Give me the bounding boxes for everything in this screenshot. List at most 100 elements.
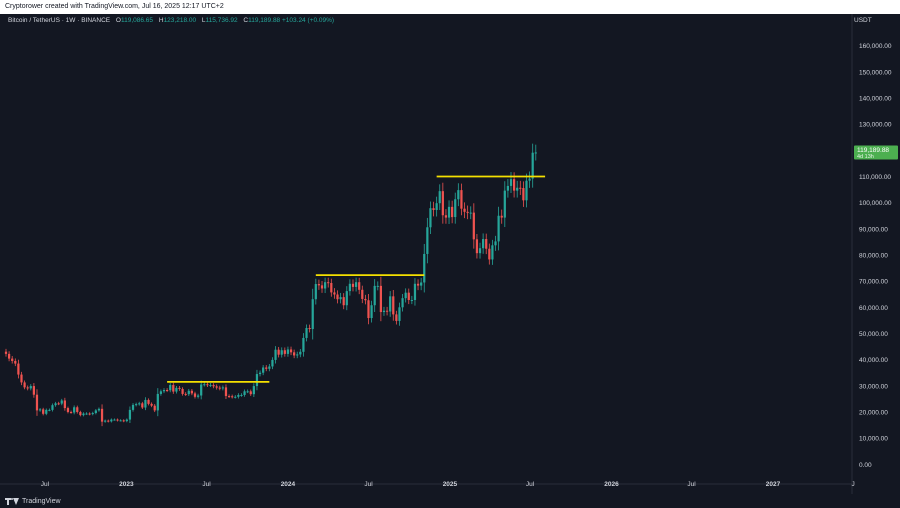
candle-body (478, 248, 482, 254)
grid-layer (0, 14, 853, 508)
candle-body (54, 403, 57, 406)
candle-body (528, 178, 531, 181)
candle-body (162, 390, 166, 392)
time-tick-label: 2025 (443, 481, 458, 488)
candle-body (392, 296, 395, 315)
candle-body (426, 227, 429, 254)
candle-body (302, 337, 305, 352)
candle-body (14, 360, 17, 364)
time-tick-label: Jul (687, 481, 696, 488)
candle-body (224, 387, 228, 397)
quote-currency-label[interactable]: USDT (854, 14, 900, 28)
candle-body (29, 386, 32, 389)
candle-body (447, 206, 451, 218)
candle-body (196, 395, 200, 397)
candle-body (125, 419, 128, 422)
candle-body (503, 190, 506, 218)
candle-body (525, 180, 528, 201)
candle-body (423, 253, 426, 283)
candle-body (271, 359, 274, 367)
candle-body (286, 349, 290, 354)
open-label: O (115, 17, 121, 24)
candle-body (410, 300, 413, 301)
candle-body (221, 387, 224, 389)
candle-body (398, 307, 401, 321)
close-value: 119,189.88 (248, 17, 281, 24)
price-axis[interactable]: 0.00 10,000.00 20,000.00 30,000.00 40,000.00… (854, 43, 898, 469)
candle-body (175, 387, 178, 392)
candle-body (485, 239, 488, 249)
time-axis[interactable]: Jul 2023 Jul 2024 Jul 2025 Jul 2026 Jul 2027 J (41, 481, 855, 488)
candle-body (169, 385, 172, 391)
candle-body (373, 285, 376, 306)
candle-body (413, 283, 417, 300)
candle-body (20, 374, 23, 383)
candle-body (200, 384, 203, 396)
price-tick-label: 0.00 (859, 462, 872, 469)
candle-body (364, 298, 367, 301)
candle-body (11, 358, 14, 361)
candle-body (441, 191, 444, 216)
candle-body (327, 282, 330, 284)
candle-body (35, 394, 39, 411)
time-tick-label: 2024 (281, 481, 296, 488)
tradingview-logo[interactable]: TradingView (5, 498, 61, 505)
candle-body (500, 215, 503, 218)
candle-body (354, 282, 358, 287)
candle-body (42, 409, 45, 414)
candle-body (203, 384, 206, 386)
candle-body (429, 208, 432, 228)
tradingview-brand-text: TradingView (22, 498, 61, 505)
candle-body (234, 396, 237, 398)
candle-body (463, 208, 466, 212)
candle-body (150, 403, 153, 406)
candle-body (249, 391, 252, 395)
candle-body (144, 399, 147, 408)
candle-body (382, 310, 386, 313)
price-tick-label: 130,000.00 (859, 122, 892, 129)
time-tick-label: 2023 (119, 481, 134, 488)
candle-body (181, 388, 184, 394)
candle-body (451, 206, 454, 218)
candle-body (243, 391, 246, 395)
candle-body (506, 185, 510, 191)
candle-body (100, 408, 104, 422)
candle-body (206, 384, 209, 386)
candle-body (156, 393, 159, 411)
currency-text: USDT (854, 17, 872, 24)
price-tick-label: 160,000.00 (859, 43, 892, 50)
candle-body (293, 352, 296, 356)
symbol-name: Bitcoin / TetherUS · 1W · BINANCE (8, 17, 111, 24)
candle-body (82, 413, 85, 416)
candle-body (336, 294, 339, 300)
candle-body (420, 282, 423, 286)
candle-body (91, 413, 94, 415)
candle-body (314, 284, 317, 300)
candle-body (246, 391, 249, 393)
symbol-legend: Bitcoin / TetherUS · 1W · BINANCE O119,0… (8, 17, 334, 24)
price-tick-label: 110,000.00 (859, 174, 891, 181)
high-label: H (158, 17, 164, 24)
candle-body (17, 363, 20, 375)
candle-body (128, 409, 132, 420)
candle-body (57, 403, 60, 405)
candle-body (370, 305, 373, 319)
candle-body (454, 199, 457, 218)
candle-body (435, 203, 438, 210)
candle-body (330, 282, 333, 293)
candle-body (4, 351, 8, 354)
candle-body (85, 413, 88, 415)
candle-body (407, 292, 410, 300)
price-tick-label: 70,000.00 (859, 279, 888, 286)
candle-body (138, 403, 141, 405)
candle-body (147, 399, 150, 404)
time-tick-label: Jul (41, 481, 50, 488)
candle-body (113, 419, 116, 421)
last-price-badge (854, 145, 898, 160)
last-price-value: 119,189.88 (857, 147, 889, 154)
chart-attribution-bar: Cryptorower created with TradingView.com… (0, 0, 900, 14)
candle-body (512, 179, 516, 191)
candle-body (379, 285, 382, 313)
candle-body (385, 310, 389, 312)
